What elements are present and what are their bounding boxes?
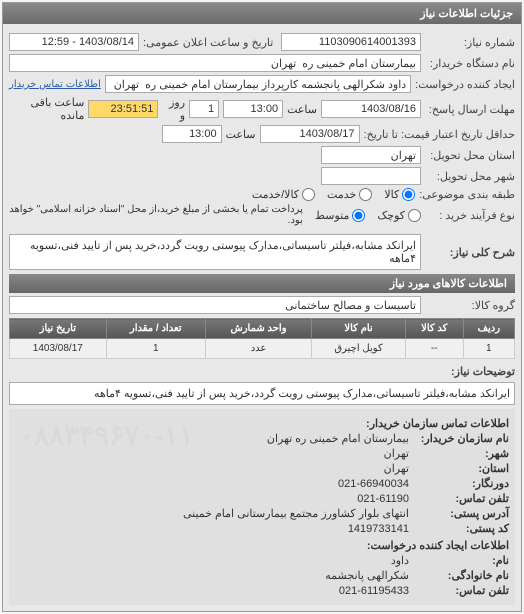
c-org: بیمارستان امام خمینی ره تهران (267, 433, 409, 445)
td-0: 1 (463, 339, 514, 359)
deadline-label: مهلت ارسال پاسخ: (425, 103, 515, 116)
cat-all-radio[interactable] (402, 188, 415, 201)
credit-date-input[interactable] (260, 125, 360, 143)
province-input[interactable] (321, 146, 421, 164)
c-fax-label: دورنگار: (409, 477, 509, 490)
cat-both-item[interactable]: کالا/خدمت (252, 188, 315, 201)
th-4: تعداد / مقدار (106, 319, 205, 339)
notes-box: ایرانکد مشابه،فیلتر تاسیساتی،مدارک پیوست… (9, 382, 515, 405)
public-date-label: تاریخ و ساعت اعلان عمومی: (143, 36, 273, 49)
province-label: استان محل تحویل: (425, 149, 515, 162)
creator-label: ایجاد کننده درخواست: (415, 78, 515, 91)
cat-service-radio[interactable] (359, 188, 372, 201)
time-label-2: ساعت (226, 128, 256, 141)
remain-label: ساعت باقی مانده (9, 96, 84, 122)
req-section: اطلاعات ایجاد کننده درخواست: (15, 539, 509, 552)
goods-section: اطلاعات کالاهای مورد نیاز (9, 274, 515, 293)
group-input[interactable] (9, 296, 421, 314)
c-name: داود (391, 555, 409, 567)
c-family: شکرالهی پانجشمه (325, 570, 409, 582)
c-org-label: نام سازمان خریدار: (409, 432, 509, 445)
td-4: 1 (106, 339, 205, 359)
c-city-label: شهر: (409, 447, 509, 460)
proc-low-item[interactable]: کوچک (377, 209, 421, 222)
group-label: گروه کالا: (425, 299, 515, 312)
c-prov-label: استان: (409, 462, 509, 475)
public-date-input[interactable] (9, 33, 139, 51)
th-2: نام کالا (312, 319, 406, 339)
desc-title-label: شرح کلی نیاز: (425, 246, 515, 259)
th-0: ردیف (463, 319, 514, 339)
cat-both-radio[interactable] (302, 188, 315, 201)
goods-table: ردیف کد کالا نام کالا واحد شمارش تعداد /… (9, 318, 515, 359)
table-row[interactable]: 1 -- کویل اچیرق عدد 1 1403/08/17 (10, 339, 515, 359)
city-label: شهر محل تحویل: (425, 170, 515, 183)
cat-service-item[interactable]: خدمت (327, 188, 372, 201)
need-no-input[interactable] (281, 33, 421, 51)
c-phone-label: تلفن تماس: (409, 492, 509, 505)
c-fax: 021-66940034 (338, 478, 409, 490)
td-3: عدد (205, 339, 311, 359)
td-5: 1403/08/17 (10, 339, 107, 359)
contact-section: اطلاعات تماس سازمان خریدار: (15, 417, 509, 430)
credit-label: حداقل تاریخ اعتبار قیمت: تا تاریخ: (364, 128, 515, 141)
proc-med-item[interactable]: متوسط (315, 209, 366, 222)
deadline-time-input[interactable] (223, 100, 283, 118)
org-label: نام دستگاه خریدار: (425, 57, 515, 70)
c-postal: انتهای بلوار کشاورز مجتمع بیمارستانی اما… (183, 508, 409, 520)
credit-time-input[interactable] (162, 125, 222, 143)
days-input[interactable] (189, 100, 219, 118)
td-1: -- (405, 339, 463, 359)
contact-link[interactable]: اطلاعات تماس خریدار (9, 79, 101, 90)
th-3: واحد شمارش (205, 319, 311, 339)
c-zip: 1419733141 (348, 523, 409, 535)
process-radios: کوچک متوسط (315, 209, 421, 222)
category-radios: کالا خدمت کالا/خدمت (252, 188, 415, 201)
c-phone: 021-61190 (357, 493, 409, 505)
c-reqphone: 021-61195433 (339, 585, 409, 597)
c-prov: تهران (384, 463, 409, 475)
c-postal-label: آدرس پستی: (409, 507, 509, 520)
proc-low-radio[interactable] (408, 209, 421, 222)
remain-input[interactable] (88, 100, 158, 118)
city-input[interactable] (321, 167, 421, 185)
notes-label: توضیحات نیاز: (425, 365, 515, 378)
th-5: تاریخ نیاز (10, 319, 107, 339)
c-reqphone-label: تلفن تماس: (409, 584, 509, 597)
need-no-label: شماره نیاز: (425, 36, 515, 49)
c-zip-label: کد پستی: (409, 522, 509, 535)
process-note: پرداخت تمام یا بخشی از مبلغ خرید،از محل … (9, 204, 303, 226)
time-label-1: ساعت (287, 103, 317, 116)
proc-med-radio[interactable] (352, 209, 365, 222)
c-city: تهران (384, 448, 409, 460)
panel-title: جزئیات اطلاعات نیاز (3, 3, 521, 24)
panel-body: شماره نیاز: تاریخ و ساعت اعلان عمومی: نا… (3, 24, 521, 611)
days-label: روز و (162, 96, 185, 122)
org-input[interactable] (9, 54, 421, 72)
creator-input[interactable] (105, 75, 411, 93)
deadline-date-input[interactable] (321, 100, 421, 118)
cat-all-item[interactable]: کالا (384, 188, 415, 201)
c-name-label: نام: (409, 554, 509, 567)
category-label: طبقه بندی موضوعی: (419, 188, 515, 201)
process-label: نوع فرآیند خرید : (425, 209, 515, 222)
td-2: کویل اچیرق (312, 339, 406, 359)
th-1: کد کالا (405, 319, 463, 339)
desc-title-box: ایرانکد مشابه،فیلتر تاسیساتی،مدارک پیوست… (9, 234, 421, 270)
main-panel: جزئیات اطلاعات نیاز شماره نیاز: تاریخ و … (2, 2, 522, 612)
